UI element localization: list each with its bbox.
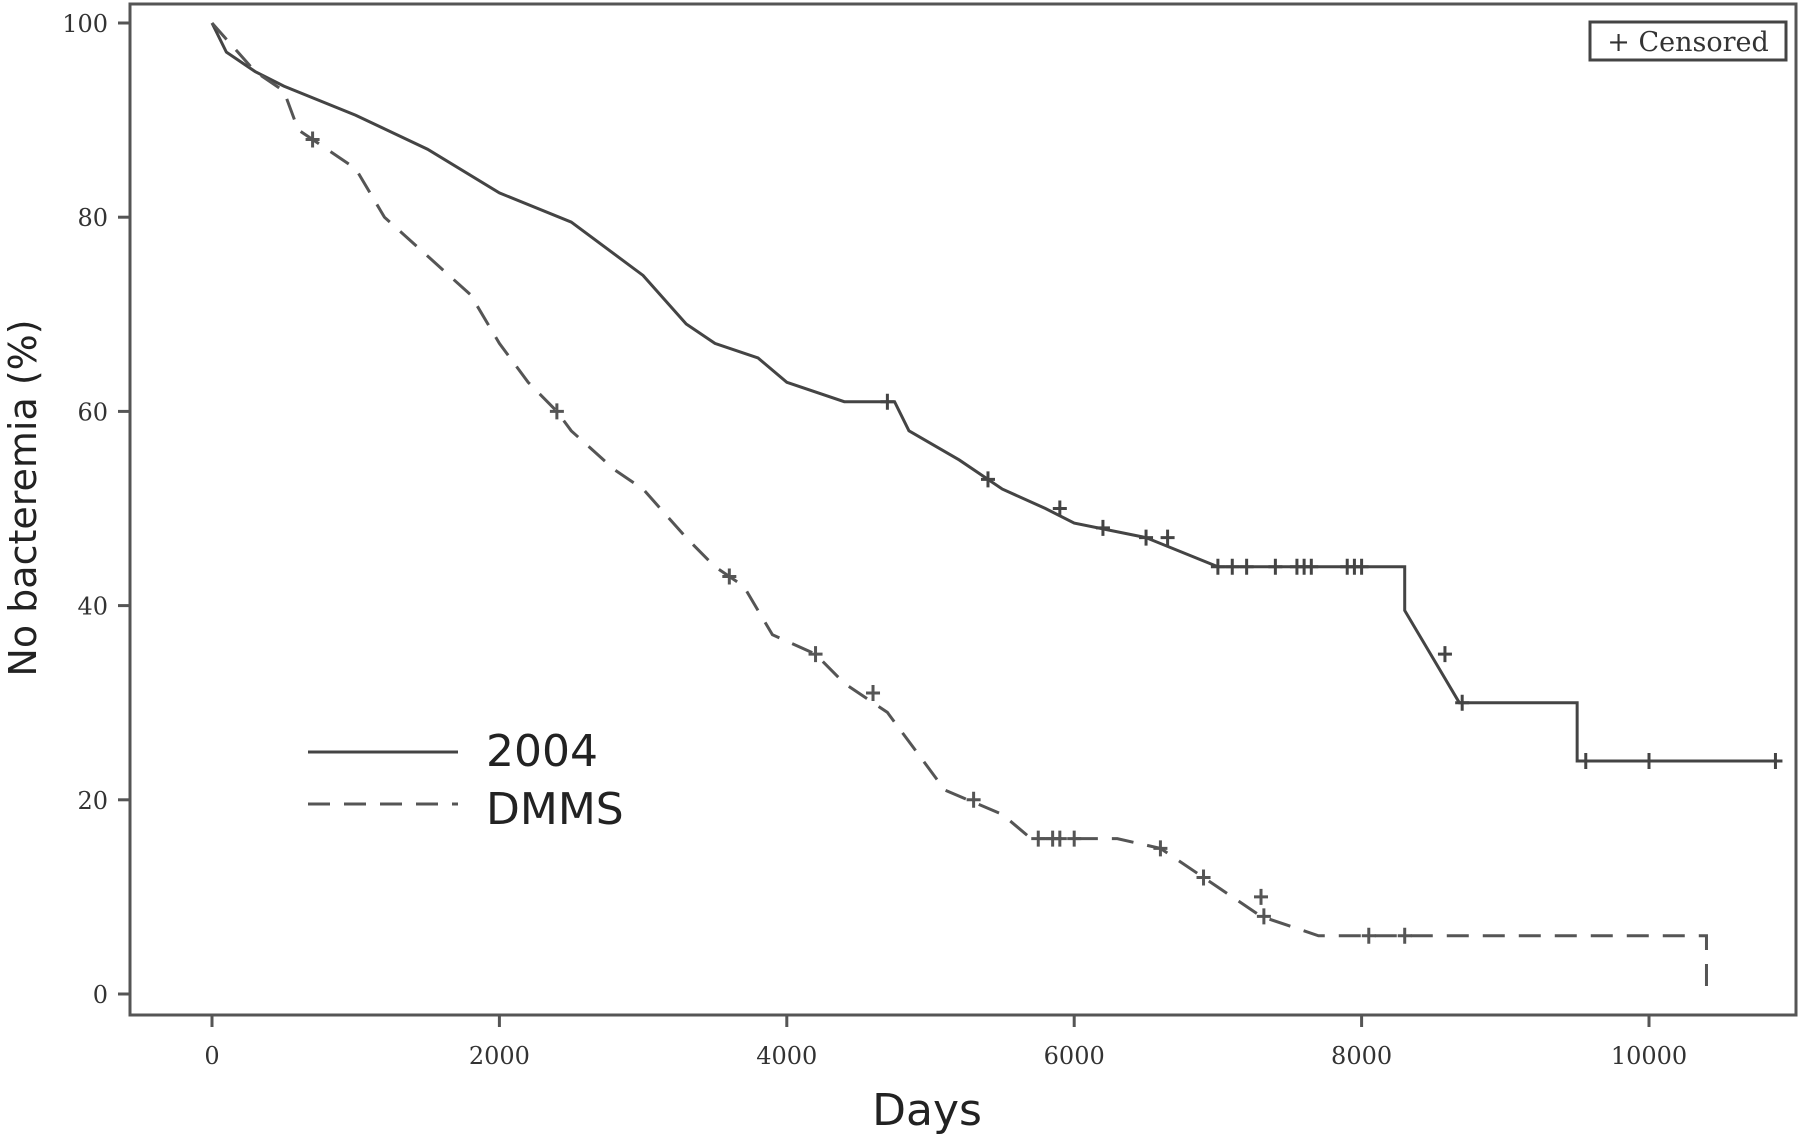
censored-mark-dmms: [1254, 888, 1269, 905]
censored-mark-2004: [1455, 694, 1470, 711]
censored-mark-2004: [1437, 646, 1452, 663]
censored-mark-2004: [1768, 752, 1783, 769]
y-tick-label: 60: [77, 398, 108, 426]
legend-label-2004: 2004: [486, 726, 598, 777]
y-tick-label: 20: [77, 787, 108, 815]
censored-mark-dmms: [1031, 830, 1046, 847]
censored-mark-dmms: [866, 684, 881, 701]
censored-mark-dmms: [1256, 908, 1271, 925]
censored-legend-label: + Censored: [1607, 27, 1769, 58]
censored-legend: + Censored: [1588, 20, 1788, 62]
y-tick-label: 100: [62, 10, 108, 38]
censored-mark-dmms: [1397, 927, 1412, 944]
censored-mark-2004: [1139, 529, 1154, 546]
y-tick-label: 40: [77, 593, 108, 621]
censored-mark-2004: [1268, 558, 1283, 575]
censored-mark-dmms: [549, 403, 564, 420]
x-tick-label: 2000: [469, 1042, 530, 1070]
plot-frame: [128, 2, 1798, 1017]
censored-mark-2004: [1225, 558, 1240, 575]
censored-mark-dmms: [305, 131, 320, 148]
censored-mark-2004: [1210, 558, 1225, 575]
censored-mark-2004: [880, 393, 895, 410]
censored-mark-2004: [1160, 529, 1175, 546]
censored-mark-dmms: [722, 568, 737, 585]
censored-mark-2004: [1095, 519, 1110, 536]
x-tick-label: 10000: [1611, 1042, 1687, 1070]
censored-mark-dmms: [966, 791, 981, 808]
censored-mark-dmms: [808, 646, 823, 663]
x-tick-label: 4000: [756, 1042, 817, 1070]
censored-mark-dmms: [1067, 830, 1082, 847]
censored-mark-2004: [1239, 558, 1254, 575]
censored-mark-dmms: [1361, 927, 1376, 944]
x-tick-label: 0: [204, 1042, 219, 1070]
censored-mark-2004: [1578, 752, 1593, 769]
x-tick-label: 6000: [1044, 1042, 1105, 1070]
censored-mark-2004: [1354, 558, 1369, 575]
legend: 2004 DMMS: [308, 726, 624, 835]
series-line-2004: [210, 22, 1779, 763]
censored-mark-2004: [1642, 752, 1656, 769]
x-axis-label: Days: [872, 1085, 982, 1136]
censored-mark-2004: [1052, 500, 1067, 517]
y-tick-label: 0: [93, 981, 108, 1009]
y-axis-label: No bacteremia (%): [1, 319, 45, 676]
legend-label-dmms: DMMS: [486, 784, 624, 835]
censored-mark-dmms: [1153, 840, 1168, 857]
censored-mark-2004: [1304, 558, 1319, 575]
censored-mark-dmms: [1196, 869, 1211, 886]
y-tick-label: 80: [77, 204, 108, 232]
series-line-dmms: [210, 22, 1708, 994]
censored-mark-2004: [980, 471, 995, 488]
x-tick-label: 8000: [1331, 1042, 1392, 1070]
censored-mark-dmms: [1052, 830, 1067, 847]
